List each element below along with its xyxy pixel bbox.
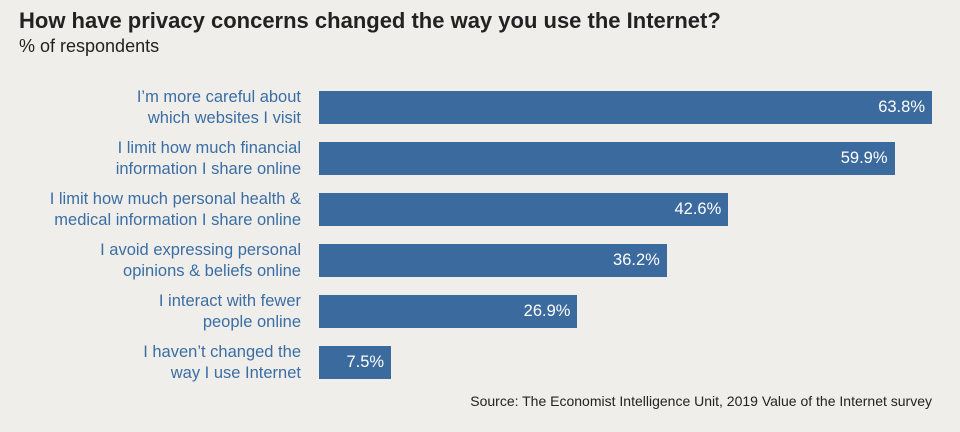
category-label-line: I limit how much personal health & (49, 190, 301, 208)
bar-value-label: 26.9% (523, 302, 571, 320)
category-label: I interact with fewer people online (1, 291, 301, 333)
category-label: I avoid expressing personal opinions & be… (1, 240, 301, 282)
category-label-line: I haven’t changed the (143, 343, 301, 361)
bar-value-label: 36.2% (613, 251, 660, 269)
bar: 36.2% (319, 244, 667, 277)
category-label-line: I’m more careful about (136, 88, 301, 106)
category-label-line: I interact with fewer (158, 292, 301, 310)
category-label-line: I avoid expressing personal (100, 241, 301, 259)
chart-subtitle: % of respondents (19, 36, 160, 56)
category-label: I limit how much financial information I … (1, 138, 301, 180)
bar-value-label: 63.8% (878, 98, 925, 116)
bar: 7.5% (319, 346, 392, 379)
category-label-line: people online (202, 313, 301, 331)
source-note: Source: The Economist Intelligence Unit,… (470, 393, 932, 409)
bar: 42.6% (319, 193, 729, 226)
chart-title: How have privacy concerns changed the wa… (19, 8, 721, 33)
category-label: I haven’t changed the way I use Internet (1, 342, 301, 384)
category-label-line: opinions & beliefs online (123, 262, 301, 280)
bar-value-label: 7.5% (346, 353, 385, 371)
category-label-line: I limit how much financial (117, 139, 301, 157)
bar: 63.8% (319, 91, 932, 124)
bar: 26.9% (319, 295, 578, 328)
bar-value-label: 59.9% (840, 149, 888, 167)
category-label-line: medical information I share online (54, 211, 301, 229)
category-label-line: information I share online (115, 160, 301, 178)
category-label-line: way I use Internet (170, 364, 301, 382)
category-label-line: which websites I visit (147, 109, 301, 127)
category-label: I limit how much personal health & medica… (1, 189, 301, 231)
bar: 59.9% (319, 142, 895, 175)
category-label: I’m more careful about which websites I v… (1, 87, 301, 129)
bar-value-label: 42.6% (674, 200, 722, 218)
